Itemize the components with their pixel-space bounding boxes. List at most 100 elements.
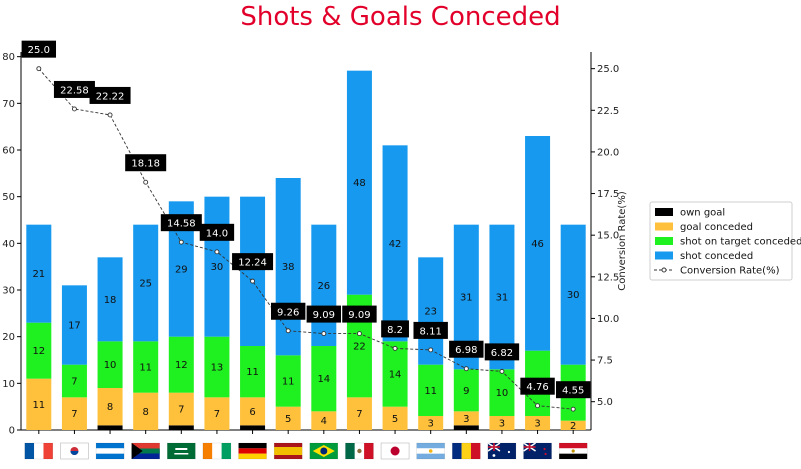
left-tick-label: 60 <box>2 146 15 157</box>
flag-japan-icon <box>380 442 410 460</box>
flag-part <box>212 443 222 459</box>
bar-segment-label: 6 <box>249 407 255 418</box>
bar-segment-label: 17 <box>68 321 81 332</box>
right-tick-label: 10.0 <box>597 314 619 325</box>
bar-segment-label: 7 <box>178 405 184 416</box>
bar-segment-label: 12 <box>175 360 188 371</box>
rate-label-box <box>306 305 342 323</box>
bar-segment <box>311 346 337 412</box>
bar-segment <box>453 425 479 430</box>
legend-box <box>649 201 793 281</box>
flag-part <box>96 453 125 459</box>
rate-label: 18.18 <box>131 159 160 170</box>
flag-part <box>238 448 267 454</box>
bar-segment <box>453 411 479 426</box>
left-tick-label: 0 <box>9 426 15 437</box>
flag-part <box>571 449 575 453</box>
flag-part <box>559 443 588 449</box>
bar-segment-label: 10 <box>104 360 117 371</box>
bar-segment-label: 4 <box>321 416 327 427</box>
rate-label: 8.2 <box>387 325 403 336</box>
flag-part <box>131 443 160 451</box>
conversion-rate-point <box>285 328 291 334</box>
flag-part <box>416 443 445 449</box>
conversion-rate-point <box>392 345 398 351</box>
bar-segment-label: 3 <box>428 419 434 430</box>
bar-segment <box>275 406 301 430</box>
conversion-rate-point <box>143 179 149 185</box>
flag-germany-icon <box>238 442 267 460</box>
bar-segment-label: 3 <box>499 419 505 430</box>
bar-segment <box>525 136 551 351</box>
bar-segment-label: 25 <box>139 279 152 290</box>
bar-segment <box>204 336 230 398</box>
flag-part <box>543 447 546 451</box>
right-tick-label: 5.0 <box>597 397 613 408</box>
right-axis-label: Conversion Rate(%) <box>617 191 628 291</box>
right-tick-label: 15.0 <box>597 231 619 242</box>
flag-brazil-icon <box>309 442 339 460</box>
flag-part <box>428 449 433 453</box>
bar-segment <box>418 364 444 416</box>
flag-part <box>274 443 303 447</box>
flag-part <box>202 443 213 459</box>
flag-part <box>221 443 231 459</box>
bar-segment <box>168 392 194 426</box>
rate-label-box <box>53 80 95 98</box>
bar-segment-label: 26 <box>317 281 330 292</box>
bar-segment <box>240 425 266 430</box>
bar-segment-label: 18 <box>104 295 117 306</box>
bar-segment-label: 8 <box>143 407 149 418</box>
bar-segment <box>560 224 586 365</box>
legend-swatch <box>655 222 673 231</box>
bar-segment-label: 2 <box>570 421 576 432</box>
bar-segment-label: 23 <box>424 307 437 318</box>
flag-part <box>416 453 445 459</box>
bar-segment <box>26 378 52 430</box>
flag-argentina-icon <box>416 442 445 460</box>
bar-segment-label: 10 <box>496 388 509 399</box>
rate-label: 6.82 <box>491 348 513 359</box>
rate-label: 9.09 <box>348 310 370 321</box>
bar-segment-label: 30 <box>567 290 580 301</box>
conversion-rate-point <box>107 112 113 118</box>
conversion-rate-point <box>250 278 256 284</box>
flag-part <box>357 448 362 454</box>
bar-segment-label: 7 <box>71 409 77 420</box>
bar-segment <box>382 341 408 407</box>
bar-segment <box>311 224 337 346</box>
bar-segment-label: 48 <box>353 178 366 189</box>
bar-segment <box>61 364 87 398</box>
bar-segment <box>61 397 87 430</box>
bar-segment-label: 31 <box>460 293 473 304</box>
bar-segment <box>204 397 230 430</box>
conversion-rate-point <box>178 239 184 245</box>
flag-egypt-icon <box>558 442 588 460</box>
rate-label: 14.58 <box>167 219 196 230</box>
left-tick-label: 10 <box>2 379 15 390</box>
flag-part <box>345 443 355 459</box>
flag-part <box>131 448 160 454</box>
rate-label: 22.58 <box>60 85 89 96</box>
conversion-rate-point <box>321 331 327 337</box>
bar-segment <box>489 369 515 416</box>
bar-segment-label: 11 <box>32 400 45 411</box>
rate-label: 12.24 <box>238 258 267 269</box>
bar-segment <box>97 341 123 388</box>
left-tick-label: 20 <box>2 332 15 343</box>
rate-label: 14.0 <box>206 228 228 239</box>
bar-segment <box>489 416 515 430</box>
bar-segment-label: 5 <box>392 414 398 425</box>
bar-segment <box>168 336 194 393</box>
bar-segment <box>133 341 159 393</box>
bar-segment <box>26 224 52 323</box>
flag-part <box>96 443 125 449</box>
bar-segment <box>97 257 123 342</box>
flag-south-korea-icon <box>60 442 89 460</box>
legend-swatch <box>655 208 673 216</box>
rate-label-box <box>413 321 448 339</box>
flag-south-africa-icon <box>131 442 160 460</box>
bar-segment <box>418 416 444 430</box>
bar-segment <box>240 397 266 426</box>
bar-segment-label: 22 <box>353 342 366 353</box>
